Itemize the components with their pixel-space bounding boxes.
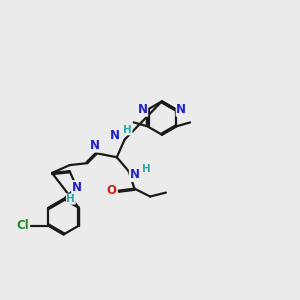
Text: Cl: Cl <box>16 219 29 232</box>
Text: O: O <box>106 184 116 197</box>
Text: H: H <box>142 164 151 174</box>
Text: H: H <box>123 125 132 135</box>
Text: N: N <box>138 103 148 116</box>
Text: N: N <box>129 168 140 182</box>
Text: H: H <box>67 194 75 204</box>
Text: N: N <box>72 181 82 194</box>
Text: N: N <box>110 129 120 142</box>
Text: N: N <box>90 139 100 152</box>
Text: N: N <box>176 103 186 116</box>
